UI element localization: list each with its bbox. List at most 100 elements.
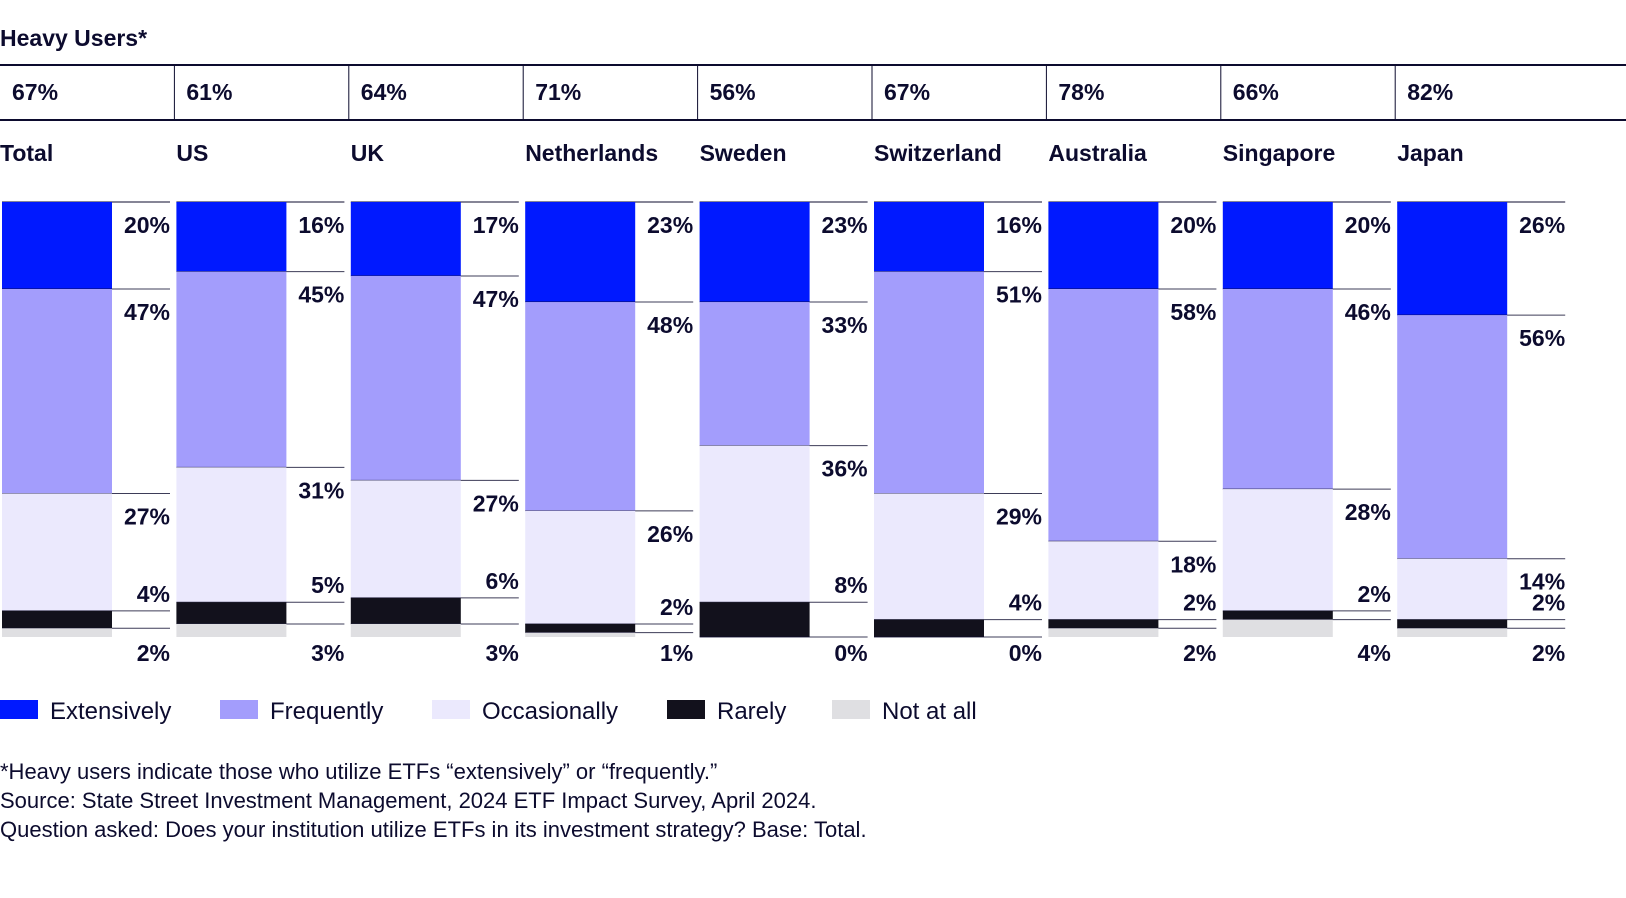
data-label: 2% [660, 594, 693, 620]
bar-segment-occasionally [1048, 541, 1159, 620]
data-label: 6% [486, 568, 519, 594]
bar-segment-not-at-all [525, 632, 636, 637]
heavy-users-value: 56% [710, 79, 756, 105]
legend-swatch [220, 700, 258, 719]
data-label: 8% [834, 572, 867, 598]
heavy-users-value: 67% [12, 79, 58, 105]
data-label: 17% [473, 212, 519, 238]
legend-swatch [667, 700, 705, 719]
footnote: *Heavy users indicate those who utilize … [0, 759, 717, 784]
data-label: 56% [1519, 325, 1565, 351]
bar-segment-frequently [2, 289, 112, 494]
bar-segment-occasionally [176, 467, 287, 603]
bar-segment-occasionally [350, 480, 461, 598]
bar-segment-occasionally [525, 510, 636, 624]
data-label: 48% [647, 312, 693, 338]
data-label: 3% [311, 640, 344, 666]
legend-swatch [832, 700, 870, 719]
data-label: 27% [124, 503, 170, 529]
bar-segment-frequently [699, 302, 810, 446]
bar-segment-extensively [176, 202, 287, 272]
bar-segment-frequently [1048, 289, 1159, 542]
legend-label: Rarely [717, 698, 786, 725]
category-label: Total [0, 140, 53, 166]
bar-segment-rarely [176, 602, 287, 624]
data-label: 29% [996, 503, 1042, 529]
data-label: 2% [1532, 590, 1565, 616]
data-label: 14% [1519, 569, 1565, 595]
data-label: 2% [137, 640, 170, 666]
heavy-users-value: 78% [1058, 79, 1104, 105]
bar-segment-frequently [350, 275, 461, 481]
footnote: Question asked: Does your institution ut… [0, 817, 867, 842]
bar-segment-not-at-all [1048, 628, 1159, 637]
data-label: 20% [1170, 212, 1216, 238]
bar-segment-rarely [1397, 619, 1508, 629]
data-label: 16% [996, 212, 1042, 238]
data-label: 4% [1358, 640, 1391, 666]
data-label: 51% [996, 282, 1042, 308]
data-label: 47% [124, 299, 170, 325]
bar-segment-frequently [525, 302, 636, 511]
footnote: Source: State Street Investment Manageme… [0, 788, 816, 813]
bar-segment-rarely [1048, 619, 1159, 629]
legend-swatch [432, 700, 470, 719]
data-label: 20% [124, 212, 170, 238]
heavy-users-value: 66% [1233, 79, 1279, 105]
heavy-users-value: 64% [361, 79, 407, 105]
data-label: 2% [1532, 640, 1565, 666]
data-label: 31% [298, 477, 344, 503]
heavy-users-value: 67% [884, 79, 930, 105]
data-label: 0% [1009, 640, 1042, 666]
bar-segment-rarely [699, 602, 810, 637]
category-label: Singapore [1223, 140, 1335, 166]
bar-segment-extensively [2, 202, 112, 289]
bar-segment-occasionally [1222, 489, 1333, 611]
data-label: 33% [822, 312, 868, 338]
data-label: 36% [822, 456, 868, 482]
data-label: 26% [647, 521, 693, 547]
bar-segment-not-at-all [2, 628, 112, 637]
data-label: 4% [1009, 590, 1042, 616]
category-label: UK [351, 140, 385, 166]
data-label: 47% [473, 286, 519, 312]
bar-segment-extensively [874, 202, 984, 272]
legend-label: Frequently [270, 698, 383, 725]
legend-label: Extensively [50, 698, 171, 725]
bar-segment-rarely [350, 597, 461, 624]
bar-segment-frequently [1397, 315, 1508, 559]
legend-swatch [0, 700, 38, 719]
bar-segment-occasionally [2, 493, 112, 611]
bar-segment-rarely [874, 619, 984, 637]
data-label: 46% [1345, 299, 1391, 325]
bar-segment-extensively [1222, 202, 1333, 289]
category-label: Switzerland [874, 140, 1002, 166]
data-label: 23% [647, 212, 693, 238]
heavy-users-value: 82% [1407, 79, 1453, 105]
bar-segment-occasionally [874, 493, 984, 620]
bar-segment-extensively [699, 202, 810, 303]
data-label: 27% [473, 490, 519, 516]
data-label: 2% [1358, 581, 1391, 607]
data-label: 16% [298, 212, 344, 238]
data-label: 1% [660, 640, 693, 666]
data-label: 23% [822, 212, 868, 238]
legend-label: Not at all [882, 698, 977, 725]
data-label: 2% [1183, 640, 1216, 666]
bar-segment-rarely [525, 623, 636, 633]
bar-segment-rarely [1222, 610, 1333, 620]
data-label: 5% [311, 572, 344, 598]
data-label: 3% [486, 640, 519, 666]
data-label: 58% [1170, 299, 1216, 325]
bar-segment-not-at-all [1222, 619, 1333, 637]
category-label: Australia [1048, 140, 1147, 166]
data-label: 0% [834, 640, 867, 666]
bar-segment-not-at-all [350, 623, 461, 637]
heavy-users-title: Heavy Users* [0, 25, 147, 51]
data-label: 28% [1345, 499, 1391, 525]
bar-segment-frequently [176, 271, 287, 468]
bar-segment-extensively [1397, 202, 1508, 316]
category-label: Netherlands [525, 140, 658, 166]
category-label: US [176, 140, 208, 166]
